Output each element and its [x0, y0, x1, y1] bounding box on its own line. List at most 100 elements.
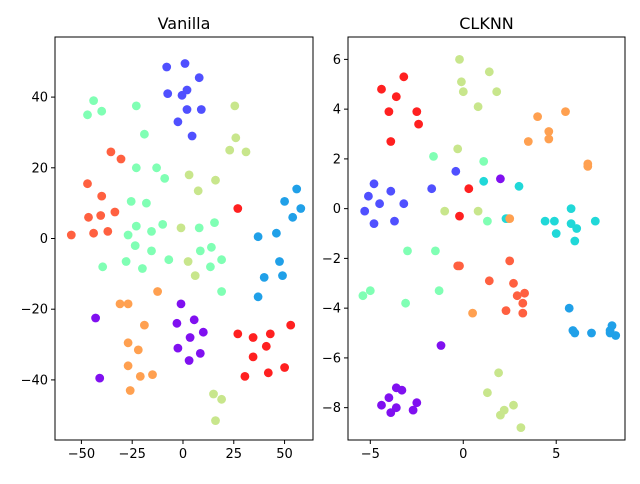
data-point: [520, 288, 529, 298]
data-point: [211, 416, 220, 425]
data-point: [427, 184, 437, 194]
data-point: [84, 212, 93, 222]
data-point: [518, 308, 528, 318]
data-point: [231, 133, 241, 143]
data-point: [566, 204, 576, 214]
data-point: [377, 84, 386, 94]
data-point: [140, 320, 149, 330]
data-point: [248, 352, 258, 362]
data-point: [412, 107, 422, 116]
data-point: [198, 327, 208, 337]
y-tick-label: −2: [322, 252, 341, 267]
data-point: [193, 186, 203, 196]
data-point: [138, 264, 147, 273]
data-point: [496, 174, 505, 184]
data-point: [518, 298, 528, 308]
data-point: [265, 329, 275, 339]
data-point: [125, 386, 135, 395]
data-point: [110, 207, 120, 217]
data-point: [509, 400, 518, 410]
data-point: [505, 256, 515, 266]
data-point: [275, 257, 284, 266]
data-point: [172, 318, 182, 328]
data-point: [365, 286, 375, 296]
data-point: [233, 204, 243, 213]
data-point: [509, 278, 518, 288]
data-point: [292, 184, 302, 194]
data-point: [590, 216, 600, 226]
data-point: [195, 349, 205, 358]
data-point: [369, 179, 379, 189]
data-point: [455, 211, 464, 221]
data-point: [523, 137, 533, 146]
x-tick-label: −5: [361, 447, 380, 462]
data-point: [89, 96, 98, 105]
data-point: [464, 184, 474, 194]
data-point: [126, 197, 136, 206]
data-point: [153, 287, 163, 296]
data-point: [184, 170, 194, 180]
data-point: [177, 90, 187, 100]
data-point: [451, 166, 461, 176]
data-point: [286, 320, 296, 330]
data-point: [173, 117, 183, 127]
data-point: [360, 206, 370, 216]
data-point: [375, 199, 384, 209]
data-point: [196, 105, 206, 114]
data-point: [140, 129, 149, 139]
data-point: [96, 211, 106, 220]
y-tick-label: −6: [322, 351, 341, 366]
data-point: [583, 162, 593, 171]
data-point: [570, 328, 580, 338]
data-point: [544, 134, 554, 144]
data-point: [259, 273, 269, 282]
data-point: [83, 110, 92, 120]
y-tick-label: 40: [31, 91, 48, 106]
data-point: [103, 227, 113, 236]
data-point: [97, 106, 107, 116]
data-point: [484, 67, 494, 77]
data-point: [131, 163, 141, 173]
data-point: [386, 186, 396, 196]
data-point: [142, 198, 151, 208]
data-point: [377, 400, 386, 410]
data-point: [261, 341, 271, 351]
data-point: [233, 329, 243, 339]
data-point: [278, 271, 287, 280]
y-tick-label: −40: [21, 373, 48, 388]
data-point: [133, 345, 143, 355]
x-tick-label: 50: [276, 447, 293, 462]
data-point: [512, 291, 522, 301]
chart-title-vanilla: Vanilla: [158, 14, 211, 33]
data-point: [163, 89, 173, 98]
data-point: [194, 73, 204, 83]
data-point: [195, 246, 205, 256]
data-point: [121, 257, 131, 266]
data-point: [457, 77, 466, 87]
data-point: [391, 92, 401, 102]
points-clknn: [358, 55, 621, 432]
data-point: [148, 370, 157, 379]
data-point: [296, 204, 306, 213]
data-point: [272, 228, 281, 238]
data-point: [209, 389, 218, 399]
data-point: [611, 331, 621, 340]
data-point: [230, 101, 240, 111]
data-point: [152, 163, 162, 173]
data-point: [131, 101, 141, 111]
data-point: [364, 191, 373, 201]
data-point: [358, 291, 368, 301]
data-point: [436, 341, 446, 350]
data-point: [98, 262, 108, 272]
data-point: [399, 72, 409, 82]
data-point: [206, 262, 215, 272]
data-point: [440, 206, 450, 216]
x-tick-label: 0: [459, 447, 467, 462]
data-point: [414, 119, 423, 129]
y-tick-label: 4: [333, 103, 341, 118]
data-point: [494, 368, 503, 378]
data-point: [473, 102, 483, 112]
data-point: [147, 227, 156, 236]
data-point: [397, 385, 407, 395]
